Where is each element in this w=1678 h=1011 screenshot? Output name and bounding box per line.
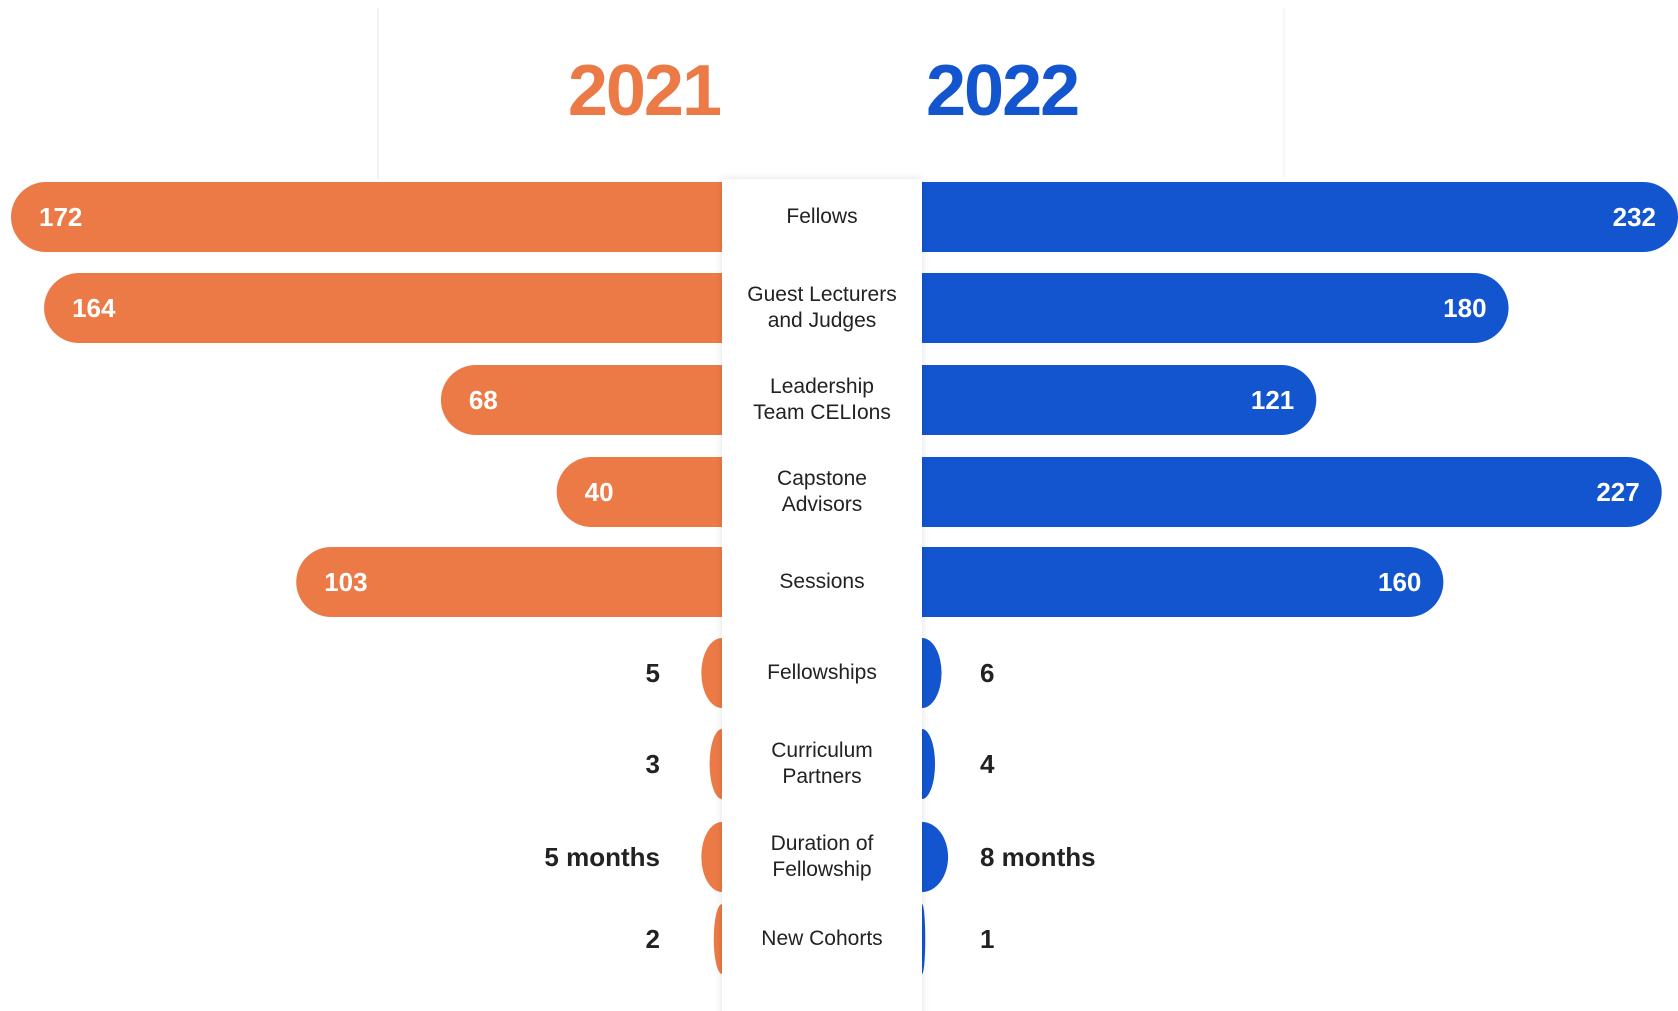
bar [701, 822, 722, 892]
series-heading: 2021 [568, 51, 721, 131]
bar [713, 904, 722, 974]
bar [440, 365, 722, 435]
bar [922, 273, 1509, 343]
value-label: 5 months [544, 842, 660, 872]
bar [922, 729, 936, 799]
category-label: Leadership Team CELIons [753, 375, 891, 424]
category-label: Curriculum Partners [771, 739, 873, 788]
value-label: 227 [1596, 477, 1639, 507]
value-label: 6 [980, 658, 994, 688]
value-label: 4 [980, 749, 995, 779]
bar [556, 457, 722, 527]
value-label: 3 [646, 749, 660, 779]
category-label: Guest Lecturers and Judges [747, 283, 897, 332]
value-label: 1 [980, 924, 994, 954]
value-label: 164 [72, 293, 116, 323]
bar [296, 547, 722, 617]
value-label: 68 [469, 385, 498, 415]
value-label: 172 [39, 202, 82, 232]
category-label: Duration of Fellowship [770, 832, 874, 881]
bar [701, 638, 722, 708]
bar [922, 822, 949, 892]
value-label: 40 [585, 477, 614, 507]
value-label: 5 [646, 658, 660, 688]
bar [11, 182, 722, 252]
value-label: 180 [1443, 293, 1486, 323]
center-panel [722, 179, 922, 1011]
bar [922, 638, 942, 708]
bar [922, 904, 926, 974]
bar [922, 457, 1662, 527]
value-label: 121 [1251, 385, 1294, 415]
bar [709, 729, 722, 799]
category-label: New Cohorts [761, 927, 883, 950]
category-label: Fellows [786, 205, 858, 228]
value-label: 2 [646, 924, 660, 954]
value-label: 103 [324, 567, 367, 597]
value-label: 232 [1613, 202, 1656, 232]
category-label: Fellowships [767, 661, 877, 684]
value-label: 160 [1378, 567, 1421, 597]
category-label: Sessions [779, 570, 865, 593]
bar [922, 182, 1678, 252]
bar [44, 273, 723, 343]
category-label: Capstone Advisors [777, 467, 867, 516]
bar [922, 365, 1317, 435]
series-heading: 2022 [926, 51, 1078, 131]
value-label: 8 months [980, 842, 1096, 872]
bar [922, 547, 1444, 617]
